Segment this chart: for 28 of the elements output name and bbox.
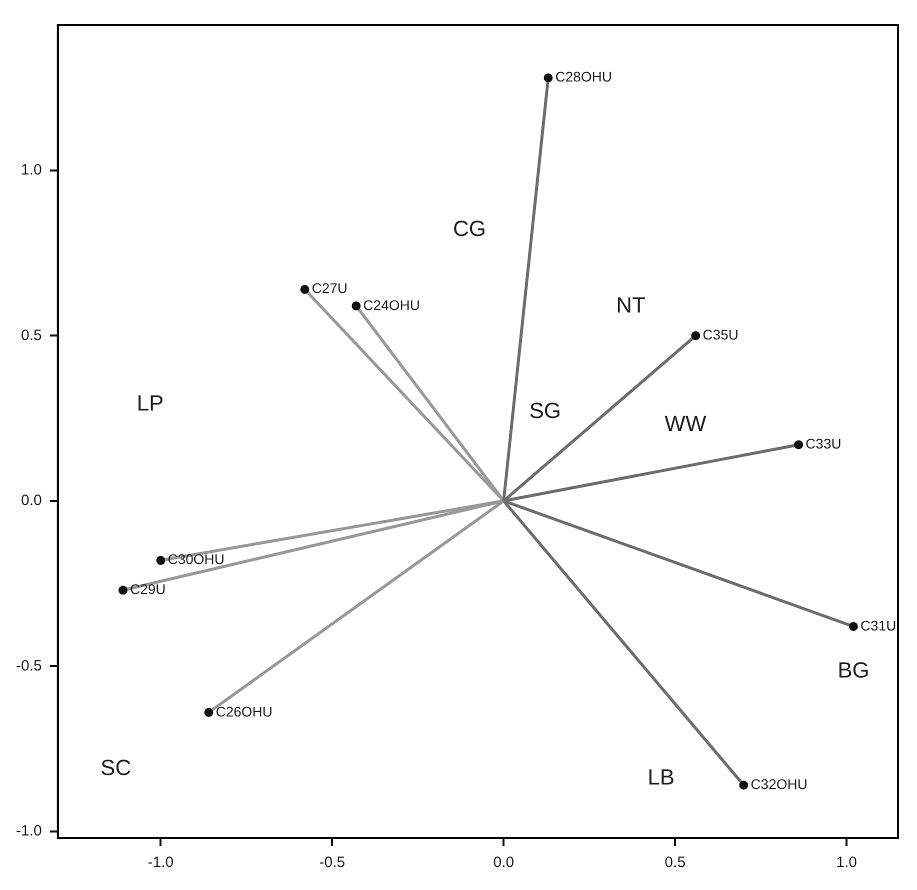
x-tick-label: 0.5	[664, 854, 686, 872]
series-label: C24OHU	[363, 296, 420, 313]
annotation: WW	[664, 411, 706, 436]
annotation: SG	[529, 398, 562, 424]
y-tick-label: 0.5	[20, 326, 42, 344]
x-tick-label: -0.5	[319, 854, 346, 872]
series-label: C28OHU	[555, 68, 612, 85]
y-tick-label: -0.5	[16, 657, 42, 674]
x-tick-label: 1.0	[836, 854, 857, 872]
annotation: SC	[100, 754, 132, 780]
y-tick-label: -1.0	[16, 822, 42, 840]
y-tick-label: 1.0	[20, 162, 42, 179]
annotation: NT	[616, 292, 646, 318]
series-label: C33U	[806, 436, 842, 452]
series-label: C29U	[130, 580, 166, 597]
series-label: C26OHU	[216, 703, 273, 720]
series-label: C31U	[860, 617, 896, 634]
series-label: C30OHU	[168, 551, 225, 568]
annotation: LB	[648, 764, 675, 790]
annotation: BG	[838, 657, 870, 682]
series-label: C27U	[312, 280, 348, 296]
annotation: CG	[453, 216, 486, 241]
x-tick-label: 0.0	[493, 854, 514, 872]
annotation: LP	[136, 390, 164, 416]
series-label: C35U	[702, 326, 738, 343]
y-tick-label: 0.0	[20, 492, 42, 510]
x-tick-label: -1.0	[148, 854, 174, 872]
series-label: C32OHU	[750, 776, 808, 792]
